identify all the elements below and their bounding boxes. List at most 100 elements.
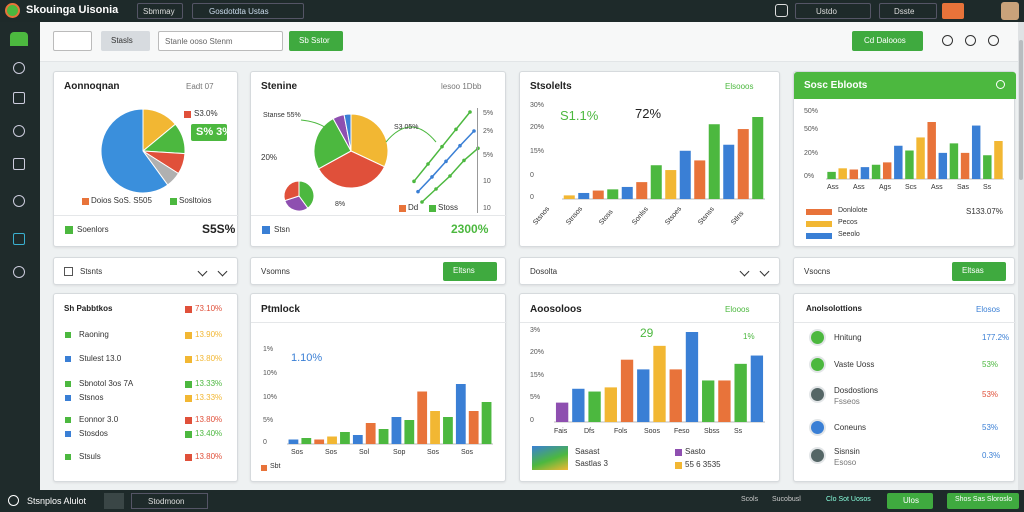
row-value: 13.80% (195, 415, 223, 424)
nav-icon[interactable] (13, 195, 25, 207)
trend-point (420, 200, 424, 204)
filter-button[interactable]: Stasls (101, 31, 150, 51)
account-dropdown[interactable]: Ustdo (795, 3, 871, 19)
legend-swatch (65, 417, 71, 423)
sidebar-logo (10, 32, 28, 46)
legend-swatch (82, 198, 89, 205)
icon-button[interactable] (775, 4, 788, 17)
close-button[interactable] (996, 80, 1005, 89)
chart (826, 122, 1004, 180)
checkbox[interactable] (64, 267, 73, 276)
row-value: 13.33% (195, 379, 223, 388)
legend-swatch (65, 454, 71, 460)
chevron[interactable] (739, 266, 750, 277)
segment-label: 20% (261, 153, 278, 162)
x-axis-label: Feso (674, 428, 690, 435)
footer-logo (8, 495, 19, 506)
nav-icon[interactable] (13, 92, 25, 104)
axis-line (477, 108, 478, 213)
legend-swatch (65, 332, 71, 338)
legend-label: Stoss (438, 203, 459, 212)
item-icon (809, 329, 826, 346)
bar (572, 388, 585, 422)
trend-point (458, 143, 462, 148)
highlight-value: S133.07% (966, 207, 1003, 216)
bar (949, 143, 959, 179)
card-meta: Elsooos (725, 82, 754, 91)
legend-swatch (185, 395, 192, 402)
bar (563, 195, 575, 199)
toolbar-icon[interactable] (965, 35, 976, 46)
section-bar: Vsocns Eltsas (793, 257, 1015, 285)
nav-icon[interactable] (13, 125, 25, 137)
bar (905, 150, 914, 179)
footer-link[interactable]: Scols (741, 496, 759, 503)
view-dropdown[interactable] (53, 31, 92, 51)
user-dropdown[interactable]: Dsste (879, 3, 937, 19)
bar (288, 439, 299, 444)
footer-link[interactable]: Sucobusl (772, 496, 801, 503)
bar (938, 152, 948, 179)
pie-slice (284, 195, 309, 212)
trend-point (434, 187, 438, 191)
avatar[interactable] (1001, 2, 1019, 20)
footer-link[interactable]: Clo Sot Uosos (826, 496, 871, 503)
bar (752, 117, 764, 199)
accounts-card: Aoosoloos Elooos 29 1% 3% 20% 15% 5% 0 Fais Dfs Fol… (519, 293, 781, 482)
x-axis-label: Sos (325, 449, 338, 456)
row-label: Stsnos (79, 393, 104, 402)
sidebar (0, 22, 40, 490)
results-card: Stsolelts Elsooos S1.1% 72% 30% 20% 15% 0 0 Stsno… (519, 71, 780, 247)
bar (352, 435, 363, 444)
toolbar-icon[interactable] (988, 35, 999, 46)
row-label: Stulest 13.0 (79, 354, 122, 363)
y-axis-label: 0 (530, 194, 534, 201)
search-input[interactable]: Stanle ooso Stenm (158, 31, 283, 51)
nav-icon[interactable] (13, 233, 25, 245)
footer-button-label: Ulos (903, 496, 920, 505)
bar (327, 436, 337, 444)
notification-button[interactable] (942, 3, 964, 19)
callout: S3.0% (194, 109, 218, 118)
pie-slice (343, 113, 352, 152)
legend-swatch (185, 417, 192, 424)
section-button-label: Eltsns (453, 266, 475, 275)
menu-button[interactable]: Sbmmay (137, 3, 183, 19)
footer-select[interactable]: Stodmoon (131, 493, 208, 509)
nav-icon[interactable] (13, 62, 25, 74)
chevron[interactable] (217, 266, 228, 277)
y-axis-label: 10% (263, 370, 278, 377)
item-value: 53% (982, 390, 999, 399)
scrollbar-thumb (1019, 40, 1023, 180)
x-axis-label: Ass (931, 184, 943, 191)
chevron[interactable] (197, 266, 208, 277)
footer-icon[interactable] (104, 493, 124, 509)
section-button[interactable]: Eltsns (443, 262, 497, 281)
second-value: 72% (635, 106, 662, 121)
divider (251, 215, 507, 216)
trend-point (472, 129, 476, 133)
chevron[interactable] (759, 266, 770, 277)
nav-icon[interactable] (13, 266, 25, 278)
export-button[interactable]: Cd Dalooos (852, 31, 923, 51)
bar (404, 420, 415, 444)
x-axis-label: Sos (291, 449, 304, 456)
footer-button[interactable]: Ulos (887, 493, 933, 509)
legend-swatch (185, 431, 192, 438)
item-icon (809, 419, 826, 436)
footer-button[interactable]: Shos Sas Sloroslo (947, 493, 1019, 509)
search-box[interactable]: Gosdotdta Ustas (192, 3, 304, 19)
legend-swatch (185, 306, 192, 313)
export-label: Cd Dalooos (864, 36, 906, 45)
bar (750, 355, 764, 422)
legend-label: Sasto (685, 447, 706, 456)
section-title: Stsnts (80, 267, 103, 276)
action-button[interactable]: Sb Sstor (289, 31, 343, 51)
toolbar-icon[interactable] (942, 35, 953, 46)
section-button[interactable]: Eltsas (952, 262, 1006, 281)
nav-icon[interactable] (13, 158, 25, 170)
segments-card: Stenine lesoo 1Dbb Stanse 55% 20% 8% Dd Stoss S… (250, 71, 507, 247)
footer-button-label: Shos Sas Sloroslo (955, 496, 1013, 503)
legend-swatch (65, 395, 71, 401)
bar (301, 438, 312, 444)
